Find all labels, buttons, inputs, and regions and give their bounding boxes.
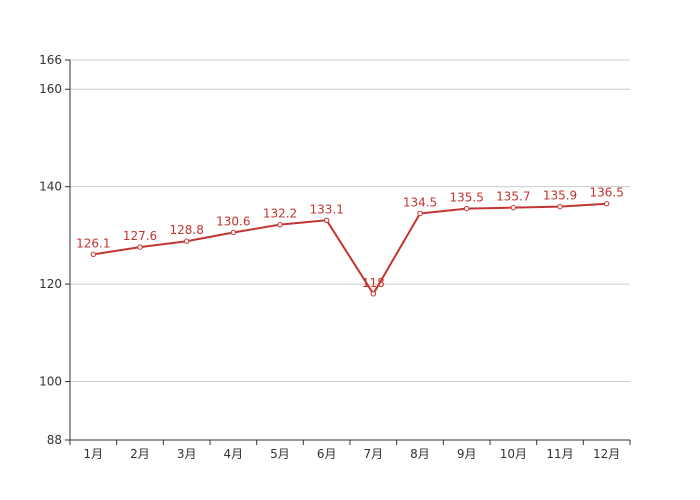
data-point[interactable] (230, 229, 237, 236)
y-tick-label: 160 (39, 82, 62, 96)
y-tick-label: 140 (39, 180, 62, 194)
data-point[interactable] (323, 217, 330, 223)
data-point[interactable] (370, 291, 377, 297)
data-point[interactable] (417, 210, 423, 217)
data-point[interactable] (557, 203, 563, 210)
data-label: 132.2 (263, 207, 297, 221)
data-label: 118 (362, 276, 385, 290)
series (90, 201, 610, 297)
y-tick-label: 100 (39, 375, 62, 389)
data-label: 127.6 (123, 229, 157, 243)
data-label: 136.5 (589, 186, 623, 200)
data-label: 134.5 (403, 195, 437, 209)
series-line (93, 202, 607, 295)
x-tick-label: 5月 (270, 447, 290, 461)
x-tick-label: 12月 (593, 447, 620, 461)
data-label: 126.1 (76, 236, 110, 250)
x-tick-label: 11月 (546, 447, 573, 461)
data-label: 133.1 (309, 202, 343, 216)
axes: 88 100 120 140 160 166 1月 2月 3月 4月 5月 6月 7月 8月 9月 10月 11… (39, 53, 631, 461)
x-tick-label: 10月 (500, 447, 527, 461)
data-labels: 126.1 127.6 128.8 130.6 132.2 133.1 118 134.5 13… (76, 186, 624, 290)
x-tick-label: 7月 (364, 447, 384, 461)
data-point[interactable] (277, 221, 283, 228)
grid-lines (70, 59, 630, 383)
y-tick-label: 88 (47, 433, 62, 447)
x-tick-label: 6月 (317, 447, 337, 461)
data-point[interactable] (510, 204, 517, 211)
x-tick-label: 8月 (410, 447, 430, 461)
data-label: 135.9 (543, 189, 577, 203)
x-tick-label: 2月 (130, 447, 150, 461)
data-point[interactable] (183, 238, 190, 244)
data-label: 130.6 (216, 214, 250, 228)
x-tick-label: 1月 (84, 447, 104, 461)
x-tick-label: 4月 (224, 447, 244, 461)
data-label: 135.5 (449, 191, 483, 205)
data-label: 135.7 (496, 190, 530, 204)
data-point[interactable] (603, 201, 610, 207)
x-tick-label: 9月 (457, 447, 477, 461)
y-tick-label: 120 (39, 277, 62, 291)
x-tick-label: 3月 (177, 447, 197, 461)
data-point[interactable] (90, 251, 97, 258)
data-point[interactable] (137, 244, 143, 250)
data-point[interactable] (463, 205, 470, 212)
data-label: 128.8 (169, 223, 203, 237)
y-tick-label: 166 (39, 53, 62, 67)
